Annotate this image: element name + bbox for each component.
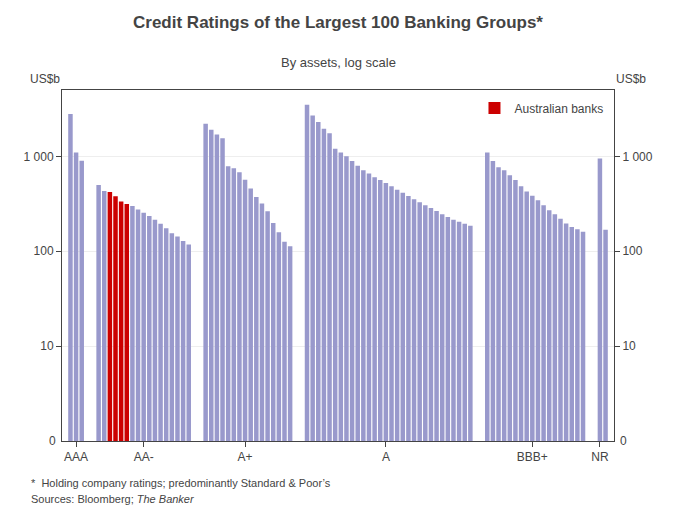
svg-text:US$b: US$b: [616, 72, 646, 86]
svg-text:1 000: 1 000: [622, 150, 652, 164]
svg-text:A: A: [382, 450, 390, 464]
svg-text:Sources: Bloomberg; The Banker: Sources: Bloomberg; The Banker: [31, 493, 195, 505]
svg-text:0: 0: [620, 434, 627, 448]
svg-text:* Holding company ratings; pr: * Holding company ratings; predominantly…: [31, 477, 331, 489]
svg-text:AA-: AA-: [134, 450, 154, 464]
svg-text:Credit Ratings of the Largest: Credit Ratings of the Largest 100 Bankin…: [133, 13, 543, 32]
svg-text:100: 100: [34, 244, 54, 258]
svg-text:By assets, log scale: By assets, log scale: [281, 55, 396, 70]
svg-text:1 000: 1 000: [24, 150, 54, 164]
svg-text:100: 100: [622, 244, 642, 258]
svg-text:A+: A+: [238, 450, 253, 464]
svg-text:US$b: US$b: [30, 72, 60, 86]
svg-text:10: 10: [40, 339, 54, 353]
svg-text:Australian banks: Australian banks: [514, 102, 603, 116]
svg-text:AAA: AAA: [64, 450, 88, 464]
svg-text:10: 10: [622, 339, 636, 353]
svg-text:NR: NR: [591, 450, 609, 464]
svg-text:BBB+: BBB+: [517, 450, 548, 464]
svg-text:0: 0: [49, 434, 56, 448]
